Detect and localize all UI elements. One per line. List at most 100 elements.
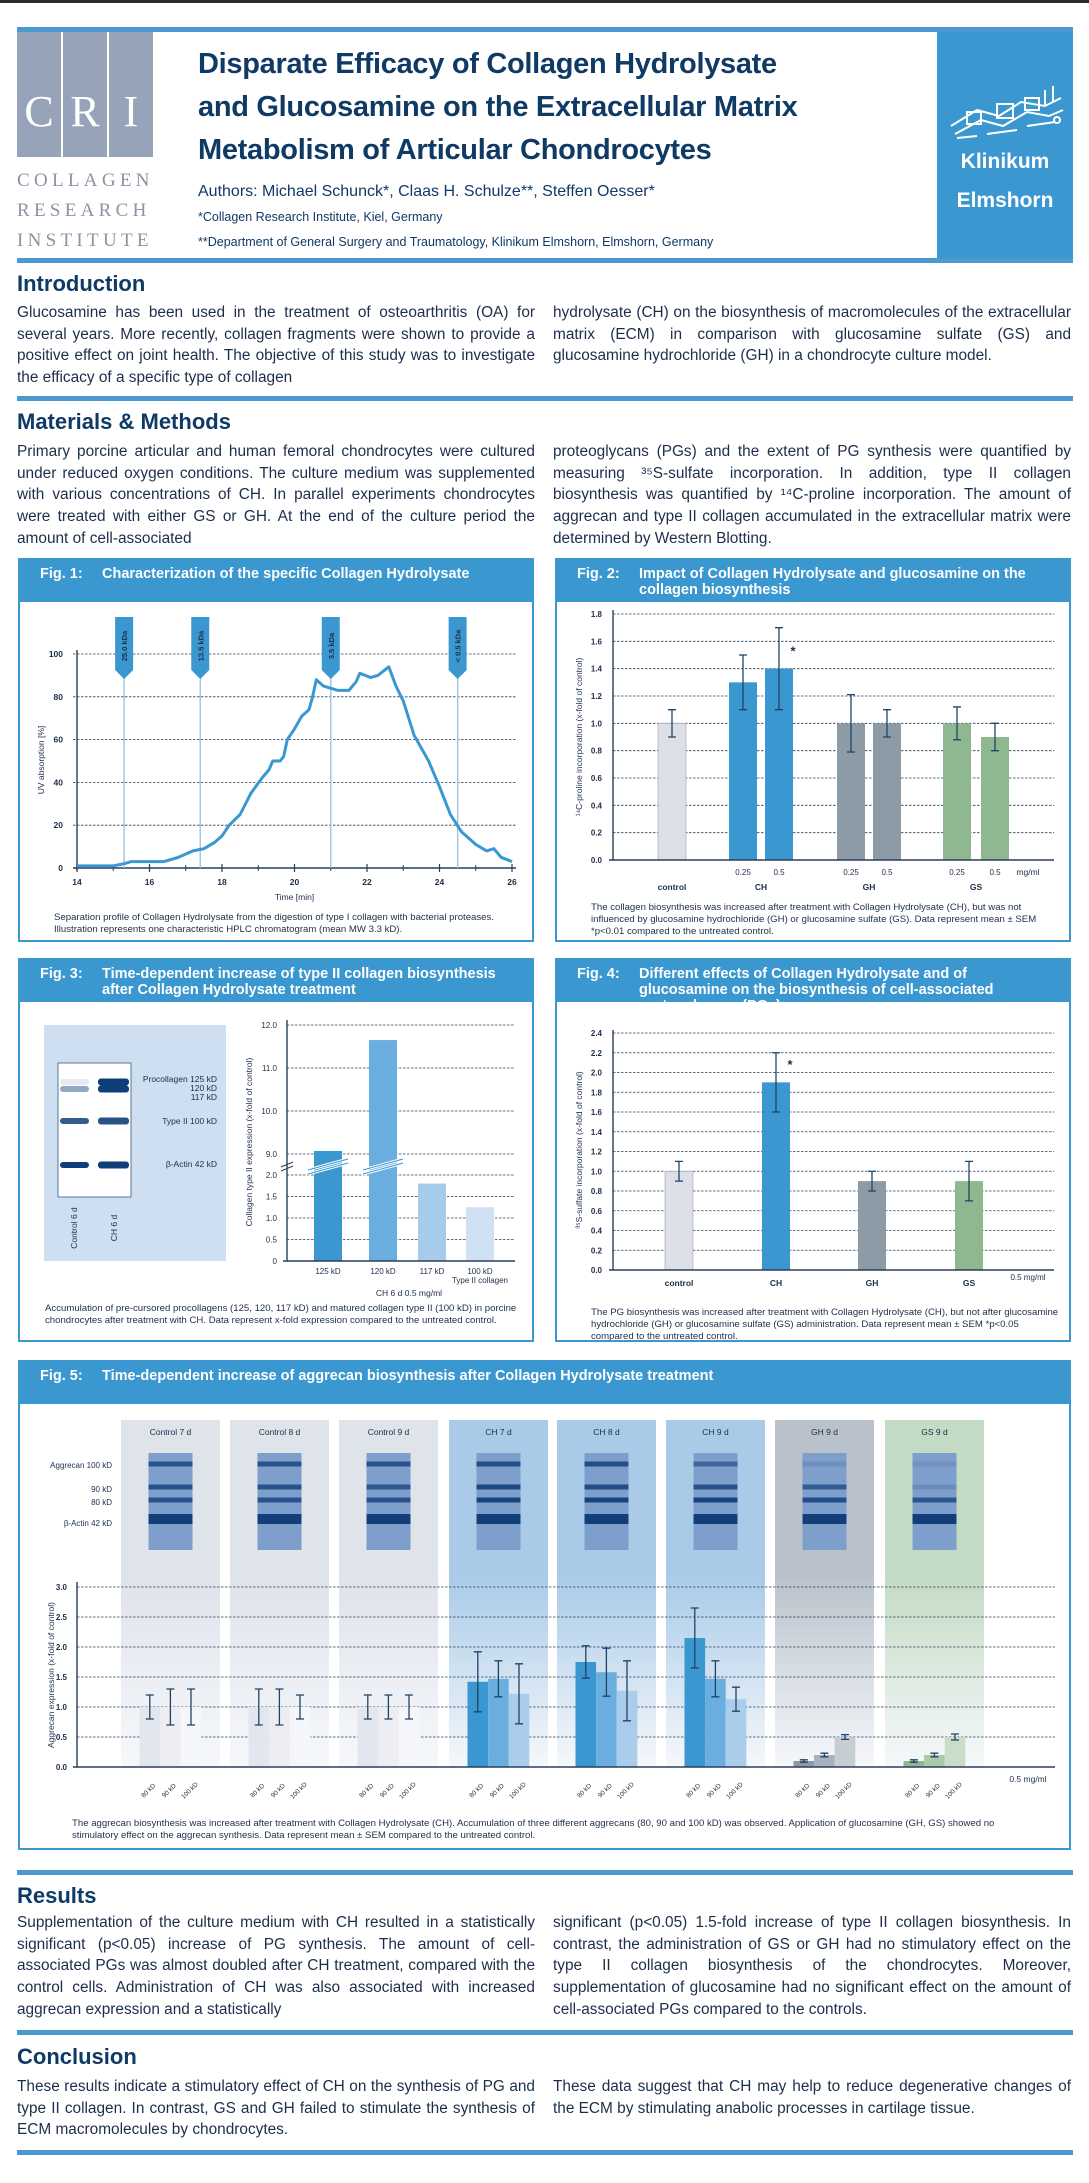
category-label: 90 kD (489, 1782, 506, 1799)
blot-band-label: Type II 100 kD (162, 1116, 217, 1126)
introduction-text-col1: Glucosamine has been used in the treatme… (17, 304, 535, 387)
section-divider (17, 2030, 1073, 2035)
blot-band (98, 1117, 129, 1125)
category-label: 80 kD (904, 1782, 921, 1799)
results-text-col1: Supplementation of the culture medium wi… (17, 1914, 535, 2018)
figure-5: Fig. 5: Time-dependent increase of aggre… (18, 1360, 1071, 1850)
y-tick-label: 3.0 (56, 1583, 68, 1592)
category-label: 90 kD (597, 1782, 614, 1799)
y-tick-label: 0.4 (591, 801, 603, 810)
partner-name: Elmshorn (956, 189, 1054, 212)
figure-2: Fig. 2: Impact of Collagen Hydrolysate a… (555, 558, 1071, 942)
y-tick-label: 2.0 (591, 1069, 603, 1078)
blot-band (257, 1514, 302, 1524)
y-tick-label: 1.0 (56, 1703, 68, 1712)
bar (575, 1662, 597, 1767)
blot-band (366, 1514, 411, 1524)
blot-band (98, 1078, 129, 1086)
marker-tag (448, 617, 467, 679)
bar (981, 737, 1009, 860)
conclusion-text-col1: These results indicate a stimulatory eff… (17, 2078, 535, 2139)
y-tick-label: 2.2 (591, 1049, 603, 1058)
marker-tag (321, 617, 340, 679)
bar (160, 1707, 181, 1767)
blot-band (912, 1497, 957, 1503)
x-axis-label: CH 6 d 0.5 mg/ml (376, 1288, 442, 1298)
axis-break (362, 1158, 404, 1175)
blot-band-label: 80 kD (91, 1498, 112, 1507)
blot-band (257, 1461, 302, 1467)
bar (943, 723, 971, 860)
blot-band (802, 1484, 847, 1490)
blot-band (60, 1079, 89, 1085)
y-tick-label: 1.0 (591, 719, 603, 728)
blot-band (912, 1484, 957, 1490)
blot-band (366, 1484, 411, 1490)
category-label: CH (770, 1278, 782, 1288)
dose-label: 0.5 (989, 868, 1001, 877)
blot-band (476, 1514, 521, 1524)
figure-label: Fig. 4: (577, 966, 620, 982)
significance-marker: * (787, 1057, 793, 1072)
figure-caption: Accumulation of pre-cursored procollagen… (45, 1303, 517, 1326)
blot-band (366, 1497, 411, 1503)
marker-label: < 0.5 kDa (454, 629, 463, 663)
figure-title: Time-dependent increase of aggrecan bios… (102, 1368, 714, 1384)
bar (657, 723, 687, 861)
y-tick-label: 80 (54, 692, 64, 702)
error-bar (868, 1170, 876, 1192)
y-tick-label: 0.8 (591, 1187, 603, 1196)
error-bar (623, 1660, 631, 1722)
cri-word: INSTITUTE (17, 230, 153, 251)
dose-label: 0.5 (773, 868, 785, 877)
category-label: 90 kD (161, 1782, 178, 1799)
y-axis-label: ¹⁴C-proline incorporation (x-fold of con… (574, 658, 584, 817)
cri-word: RESEARCH (17, 200, 151, 221)
blot-band (693, 1497, 738, 1503)
blot-band (693, 1484, 738, 1490)
blot-band (693, 1514, 738, 1524)
y-tick-label: 1.2 (591, 692, 603, 701)
figure-header: Fig. 5: Time-dependent increase of aggre… (20, 1362, 1069, 1404)
error-bar (951, 1733, 959, 1741)
y-tick-label: 0.5 (266, 1236, 278, 1245)
group-label: Control 9 d (368, 1427, 410, 1437)
group-label: Control 8 d (259, 1427, 301, 1437)
figure-label: Fig. 1: (40, 566, 83, 582)
y-tick-label: 100 (49, 649, 63, 659)
blot-band (912, 1461, 957, 1467)
bar (873, 723, 901, 860)
figure-header: Fig. 4: Different effects of Collagen Hy… (557, 960, 1069, 1014)
category-label: 80 kD (794, 1782, 811, 1799)
x-tick-label: 22 (362, 877, 372, 887)
blot-band-label: 117 kD (191, 1092, 217, 1102)
y-tick-label: 1.5 (56, 1673, 68, 1682)
error-bar (675, 1160, 683, 1182)
category-label: 90 kD (270, 1782, 287, 1799)
collagen-biosynthesis-bar-chart: 0.0 0.2 0.4 0.6 0.8 1.0 1.2 1.4 1.6 1.8 0.25 0.5 * 0.… (574, 610, 1054, 892)
blot-band (257, 1484, 302, 1490)
figure-title: Different effects of Collagen Hydrolysat… (639, 966, 994, 1014)
blot-band (148, 1461, 193, 1467)
category-label: 120 kD (370, 1267, 396, 1276)
bar (289, 1707, 311, 1767)
figure-caption: The collagen biosynthesis was increased … (591, 902, 1037, 937)
partner-name: Klinikum (960, 150, 1050, 173)
error-bar (991, 722, 999, 752)
error-bar (739, 654, 747, 711)
marker-tag (191, 617, 210, 679)
y-axis-label: ³⁵S-sulfate incorporation (x-fold of con… (574, 1071, 584, 1229)
figure-label: Fig. 3: (40, 966, 83, 982)
section-divider (17, 1870, 1073, 1875)
blot-band (148, 1484, 193, 1490)
x-tick-label: 26 (507, 877, 517, 887)
blot-band-label: β-Actin 42 kD (64, 1519, 112, 1528)
error-bar (254, 1688, 263, 1726)
marker-label: 25.0 kDa (120, 630, 129, 661)
y-tick-label: 1.8 (591, 610, 603, 619)
y-tick-label: 0.6 (591, 774, 603, 783)
poster-title-line: Disparate Efficacy of Collagen Hydrolysa… (198, 48, 777, 80)
bar (596, 1672, 617, 1767)
category-label: 100 kD (725, 1781, 745, 1801)
category-label: 90 kD (706, 1782, 723, 1799)
